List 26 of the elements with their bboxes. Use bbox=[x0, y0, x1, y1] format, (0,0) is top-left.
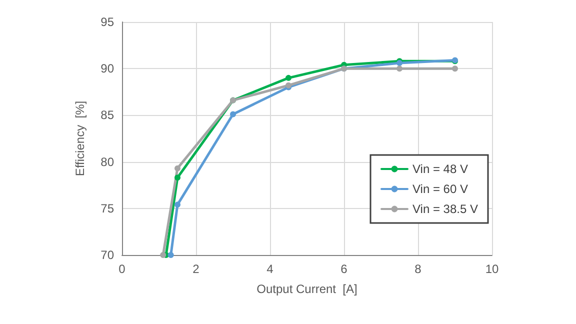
x-tick-label: 6 bbox=[340, 262, 348, 276]
y-axis-title: Efficiency [%] bbox=[73, 100, 87, 176]
point bbox=[174, 174, 180, 181]
legend-label: Vin = 48 V bbox=[412, 162, 468, 176]
y-tick-label: 80 bbox=[100, 154, 114, 169]
point bbox=[230, 111, 236, 118]
y-tick-label: 70 bbox=[100, 248, 114, 262]
point bbox=[168, 252, 174, 258]
point bbox=[286, 74, 292, 81]
y-tick-label: 95 bbox=[100, 15, 114, 29]
x-tick-label: 0 bbox=[118, 262, 126, 276]
y-tick-label: 85 bbox=[100, 108, 114, 122]
point bbox=[174, 165, 180, 172]
legend-label: Vin = 38.5 V bbox=[412, 202, 478, 216]
point bbox=[396, 66, 402, 72]
point bbox=[174, 202, 180, 208]
x-tick-label: 10 bbox=[485, 262, 499, 276]
x-tick-label: 4 bbox=[266, 262, 274, 276]
point bbox=[452, 66, 458, 72]
y-tick-label: 75 bbox=[100, 201, 114, 216]
point bbox=[160, 252, 166, 258]
y-tick-label: 90 bbox=[100, 62, 114, 76]
legend-label: Vin = 60 V bbox=[412, 182, 468, 196]
x-tick-label: 8 bbox=[414, 262, 422, 276]
x-axis-title: Output Current [A] bbox=[256, 282, 358, 296]
x-tick-label: 2 bbox=[192, 262, 200, 276]
